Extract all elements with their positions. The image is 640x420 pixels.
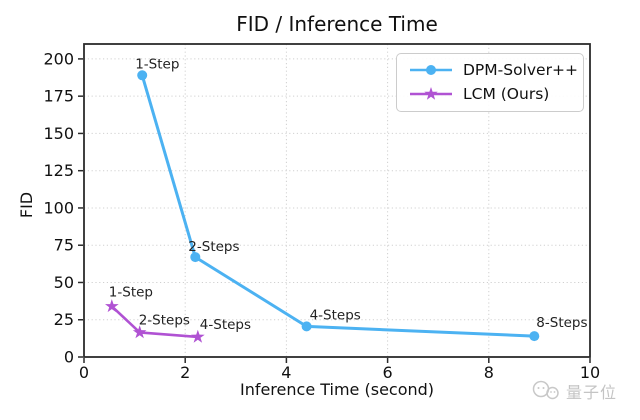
legend-item-dpm-solver: DPM-Solver++ [397, 58, 583, 82]
point-label: 2-Steps [188, 239, 239, 255]
legend-marker-circle [426, 65, 436, 75]
data-point-circle [301, 321, 312, 332]
data-point-circle [190, 252, 201, 263]
y-tick-label: 50 [54, 273, 74, 292]
data-point-circle [137, 70, 148, 81]
data-point-circle [529, 331, 540, 342]
x-tick-label: 8 [484, 363, 494, 382]
y-axis-label: FID [17, 191, 36, 219]
y-tick-label: 100 [43, 198, 74, 217]
x-tick-label: 6 [383, 363, 393, 382]
data-point-star [132, 325, 147, 339]
point-label: 4-Steps [200, 317, 251, 333]
point-label: 2-Steps [139, 312, 190, 328]
point-label: 4-Steps [310, 307, 361, 323]
y-tick-label: 25 [54, 310, 74, 329]
point-label: 8-Steps [536, 315, 587, 331]
watermark: 量子位 [531, 379, 617, 403]
x-tick-label: 0 [79, 363, 89, 382]
legend-marker-star [424, 87, 438, 100]
y-tick-label: 150 [43, 124, 74, 143]
y-tick-label: 125 [43, 161, 74, 180]
legend-label: LCM (Ours) [463, 85, 550, 103]
legend-line-circle-icon [410, 65, 452, 75]
legend-item-lcm: LCM (Ours) [397, 82, 583, 106]
axes-spines [83, 43, 591, 358]
series-line-dpm-solver [140, 73, 536, 338]
legend: DPM-Solver++ LCM (Ours) [396, 53, 584, 112]
y-tick-label: 200 [43, 49, 74, 68]
x-tick-label: 10 [580, 363, 600, 382]
legend-line-star-icon [410, 87, 452, 100]
x-tick-label: 4 [281, 363, 291, 382]
data-point-star [105, 299, 119, 313]
qbitai-logo-icon [532, 380, 559, 400]
watermark-text: 量子位 [566, 383, 618, 402]
legend-label: DPM-Solver++ [463, 61, 578, 79]
x-axis-label: Inference Time (second) [239, 380, 435, 399]
x-tick-label: 2 [180, 363, 190, 382]
y-tick-label: 75 [54, 236, 74, 255]
point-label: 1-Step [135, 56, 179, 72]
data-point-star [191, 329, 205, 343]
chart-title: FID / Inference Time [236, 12, 438, 36]
point-label: 1-Step [109, 284, 153, 300]
y-tick-label: 0 [64, 348, 74, 367]
y-tick-label: 175 [43, 87, 74, 106]
